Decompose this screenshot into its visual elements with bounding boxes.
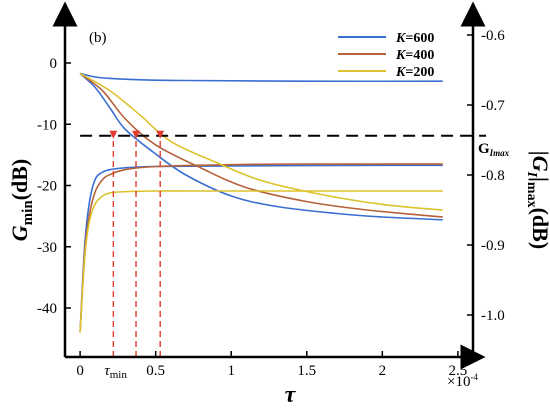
reference-label-sub: Imax [489,148,510,158]
series-k600-gi-upper-line [79,72,443,83]
reference-layer: GImax [80,130,510,357]
legend-label-k200-var: K [395,65,407,80]
y-right-title-sub: I [524,171,539,178]
marker-point-2 [132,130,141,139]
x-tick-label-0: 0 [76,363,84,379]
y-right-title-sub2: max [524,182,539,208]
series-k200-gmin-line [79,190,443,333]
y-right-tick-label-3: -0.9 [481,238,505,254]
x-exponent-power: -4 [470,372,478,382]
x-tick-label-5: 2.5 [449,363,468,379]
series-k200 [79,72,443,333]
reference-label-main: G [478,141,490,157]
x-exponent-base: ×10 [447,374,470,390]
y-right-title-tail: | [528,177,550,182]
marker-point-1 [109,130,118,139]
legend-label-k400-var: K [395,48,407,63]
tick-layer: 0 0.5 1 1.5 2 2.5 0 -10 -20 -30 -40 -0.6 -0.7 -0.8 -0.… [37,28,505,381]
series-k400-gmin-line [79,163,443,333]
series-k600-gmin-line [79,164,443,333]
y-left-tick-label-0: 0 [50,56,58,72]
series-k400 [79,72,443,333]
x-tick-label-4: 2 [379,363,387,379]
series-k200-gi-line [79,72,443,211]
x-tick-label-1: 0.5 [146,363,165,379]
y-right-axis-title: |GI|max(dB) [524,151,550,249]
y-left-tick-label-2: -20 [37,179,57,195]
tau-min-annotation: τmin [104,363,127,381]
legend-label-k400-value: =400 [405,48,434,63]
x-tick-label-3: 1.5 [297,363,316,379]
y-left-tick-label-3: -30 [37,240,57,256]
marker-point-3 [156,130,165,139]
tau-min-sub: min [110,369,128,381]
legend-label-k200-value: =200 [405,65,434,80]
reference-line-label: GImax [478,141,510,158]
series-layer [79,72,443,333]
x-tick-label-2: 1 [227,363,235,379]
y-left-title-sub: min [20,200,36,226]
legend-label-k600: K=600 [395,31,434,46]
legend-label-k600-value: =600 [405,31,434,46]
series-k600 [79,72,443,333]
y-left-title-unit: (dB) [7,159,32,201]
x-exponent-label: ×10-4 [447,372,478,390]
y-right-tick-label-4: -1.0 [481,308,505,324]
x-axis-title: τ [285,382,297,408]
y-right-tick-label-2: -0.8 [481,168,505,184]
y-right-title-main: |G [528,151,550,172]
legend-label-k400: K=400 [395,48,434,63]
y-left-tick-label-1: -10 [37,117,57,133]
y-left-tick-label-4: -40 [37,301,57,317]
y-left-title-main: G [7,225,32,241]
legend-label-k600-var: K [395,31,407,46]
legend-label-k200: K=200 [395,65,434,80]
y-left-axis-title: Gmin(dB) [7,159,36,241]
y-right-tick-label-1: -0.7 [481,98,505,114]
panel-label: (b) [89,30,107,46]
series-k600-gi-line [79,72,443,221]
tau-min-main: τ [104,363,110,379]
y-right-tick-label-0: -0.6 [481,28,505,44]
y-right-title-unit: (dB) [528,208,550,250]
series-k400-gi-line [79,72,443,218]
